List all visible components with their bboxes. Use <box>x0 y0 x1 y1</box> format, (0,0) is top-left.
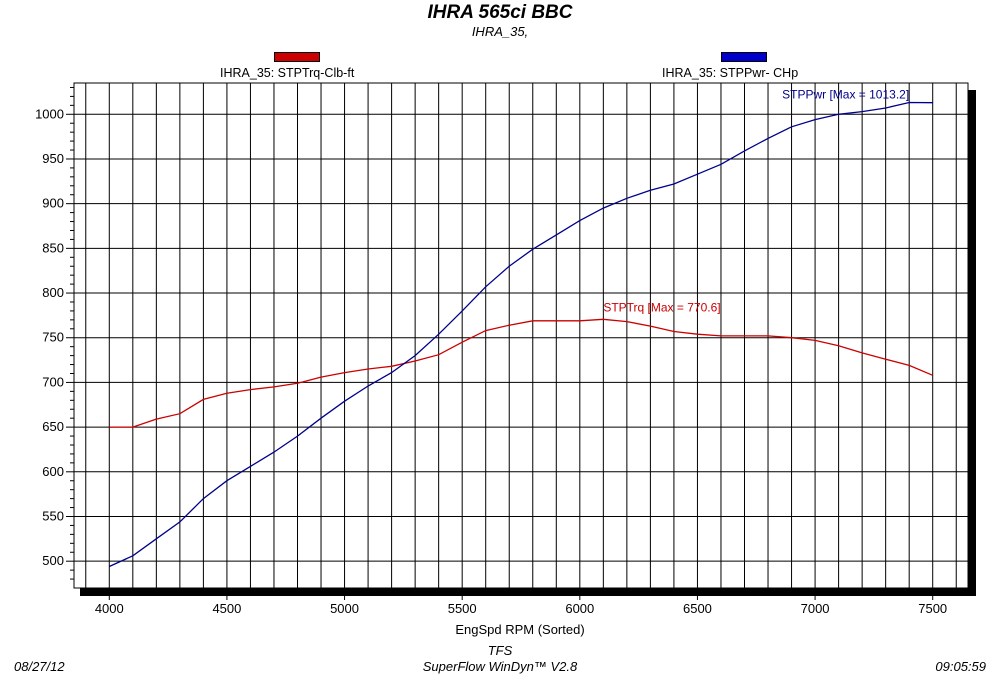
grid-lines <box>74 83 968 588</box>
series-line-0 <box>109 318 933 428</box>
y-tick-label-950: 950 <box>42 151 64 166</box>
legend-label-power: IHRA_35: STPPwr- CHp <box>662 66 799 80</box>
x-tick-label-4500: 4500 <box>212 601 241 616</box>
x-tick-label-5000: 5000 <box>330 601 359 616</box>
footer-company: TFS <box>487 643 513 658</box>
legend-swatch-power <box>721 52 767 62</box>
y-axis-ticks: 500 550 600 650 700 750 800 850 900 950 1000 <box>35 86 74 580</box>
x-axis-ticks: 4000 4500 5000 5500 6000 6500 7000 7500 <box>85 588 957 616</box>
y-tick-label-600: 600 <box>42 464 64 479</box>
plot-shadow-bottom <box>80 588 976 596</box>
y-tick-label-500: 500 <box>42 553 64 568</box>
series-line-1 <box>109 101 933 568</box>
annotation-torque-max: STPTrq [Max = 770.6] <box>603 300 720 314</box>
chart-subtitle: IHRA_35, <box>471 24 529 39</box>
footer-software: SuperFlow WinDyn™ V2.8 <box>422 659 578 674</box>
chart-title: IHRA 565ci BBC <box>427 2 573 23</box>
footer-time: 09:05:59 <box>935 659 986 674</box>
annotations-group: STPTrq [Max = 770.6] STPPwr [Max = 1013.2… <box>603 87 909 314</box>
x-tick-label-5500: 5500 <box>448 601 477 616</box>
series-group <box>109 101 933 568</box>
x-tick-label-7500: 7500 <box>918 601 947 616</box>
y-tick-label-850: 850 <box>42 240 64 255</box>
plot-shadow-right <box>968 90 976 596</box>
x-tick-label-4000: 4000 <box>95 601 124 616</box>
x-tick-label-7000: 7000 <box>801 601 830 616</box>
y-tick-label-800: 800 <box>42 285 64 300</box>
y-tick-label-1000: 1000 <box>35 106 64 121</box>
y-tick-label-700: 700 <box>42 374 64 389</box>
x-tick-label-6500: 6500 <box>683 601 712 616</box>
y-tick-label-900: 900 <box>42 196 64 211</box>
y-tick-label-650: 650 <box>42 419 64 434</box>
annotation-power-max: STPPwr [Max = 1013.2] <box>782 87 909 101</box>
legend-swatch-torque <box>274 52 320 62</box>
plot-area <box>73 82 969 589</box>
legend-label-torque: IHRA_35: STPTrq-Clb-ft <box>220 66 355 80</box>
footer-date: 08/27/12 <box>14 659 65 674</box>
x-axis-label: EngSpd RPM (Sorted) <box>455 622 584 637</box>
y-tick-label-550: 550 <box>42 508 64 523</box>
x-tick-label-6000: 6000 <box>565 601 594 616</box>
y-tick-label-750: 750 <box>42 330 64 345</box>
